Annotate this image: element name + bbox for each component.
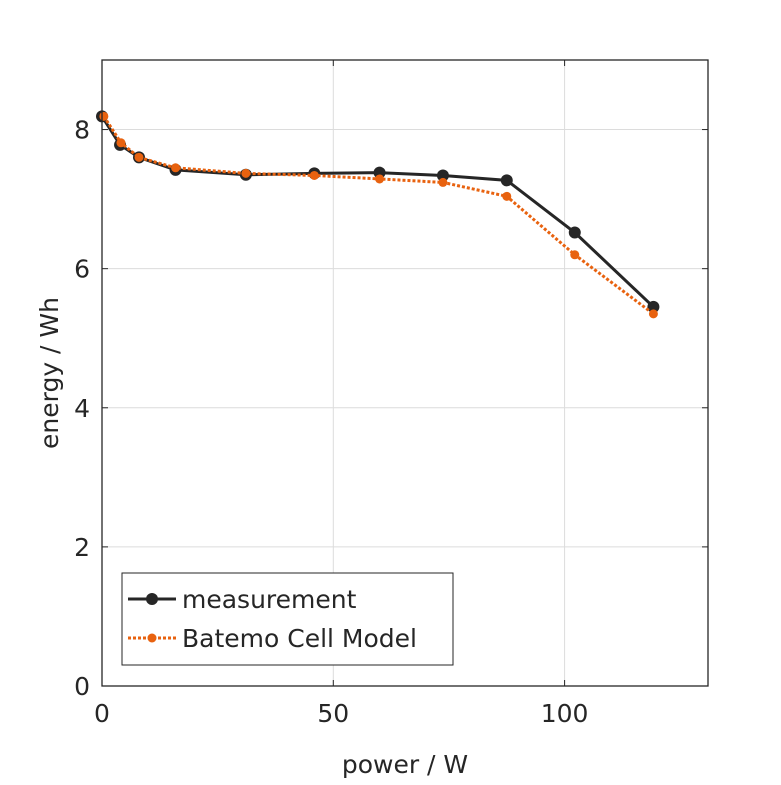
measurement-point <box>500 174 513 187</box>
y-tick-label: 2 <box>74 533 90 562</box>
legend-model-marker <box>147 633 157 643</box>
model-point <box>99 111 109 121</box>
model-point <box>309 170 319 180</box>
legend-measurement-label: measurement <box>182 585 357 614</box>
legend-measurement-marker <box>146 593 158 605</box>
model-point <box>241 168 251 178</box>
series-line-measurement <box>100 115 655 309</box>
model-point <box>502 191 512 201</box>
measurement-point <box>568 226 581 239</box>
legend-model-label: Batemo Cell Model <box>182 624 417 653</box>
y-axis-label: energy / Wh <box>35 297 64 449</box>
y-tick-label: 6 <box>74 255 90 284</box>
plot-frame <box>101 59 709 687</box>
model-point <box>570 250 580 260</box>
model-point <box>134 152 144 162</box>
model-point <box>648 309 658 319</box>
series-line-model <box>102 115 655 316</box>
legend-box <box>121 572 454 666</box>
model-point <box>375 174 385 184</box>
y-tick-label: 0 <box>74 672 90 701</box>
model-point <box>438 177 448 187</box>
model-point <box>171 163 181 173</box>
ticks: 0 50 100 0 2 4 6 8 <box>74 60 708 728</box>
legend: measurement Batemo Cell Model <box>121 572 454 666</box>
x-tick-label: 0 <box>94 699 110 728</box>
y-tick-label: 4 <box>74 394 90 423</box>
series-layer <box>96 110 660 319</box>
x-tick-label: 100 <box>541 699 589 728</box>
y-tick-label: 8 <box>74 116 90 145</box>
measurement-point <box>647 300 660 313</box>
measurement-point <box>436 169 449 182</box>
x-tick-label: 50 <box>317 699 349 728</box>
x-axis-label: power / W <box>342 750 468 779</box>
model-point <box>116 138 126 148</box>
